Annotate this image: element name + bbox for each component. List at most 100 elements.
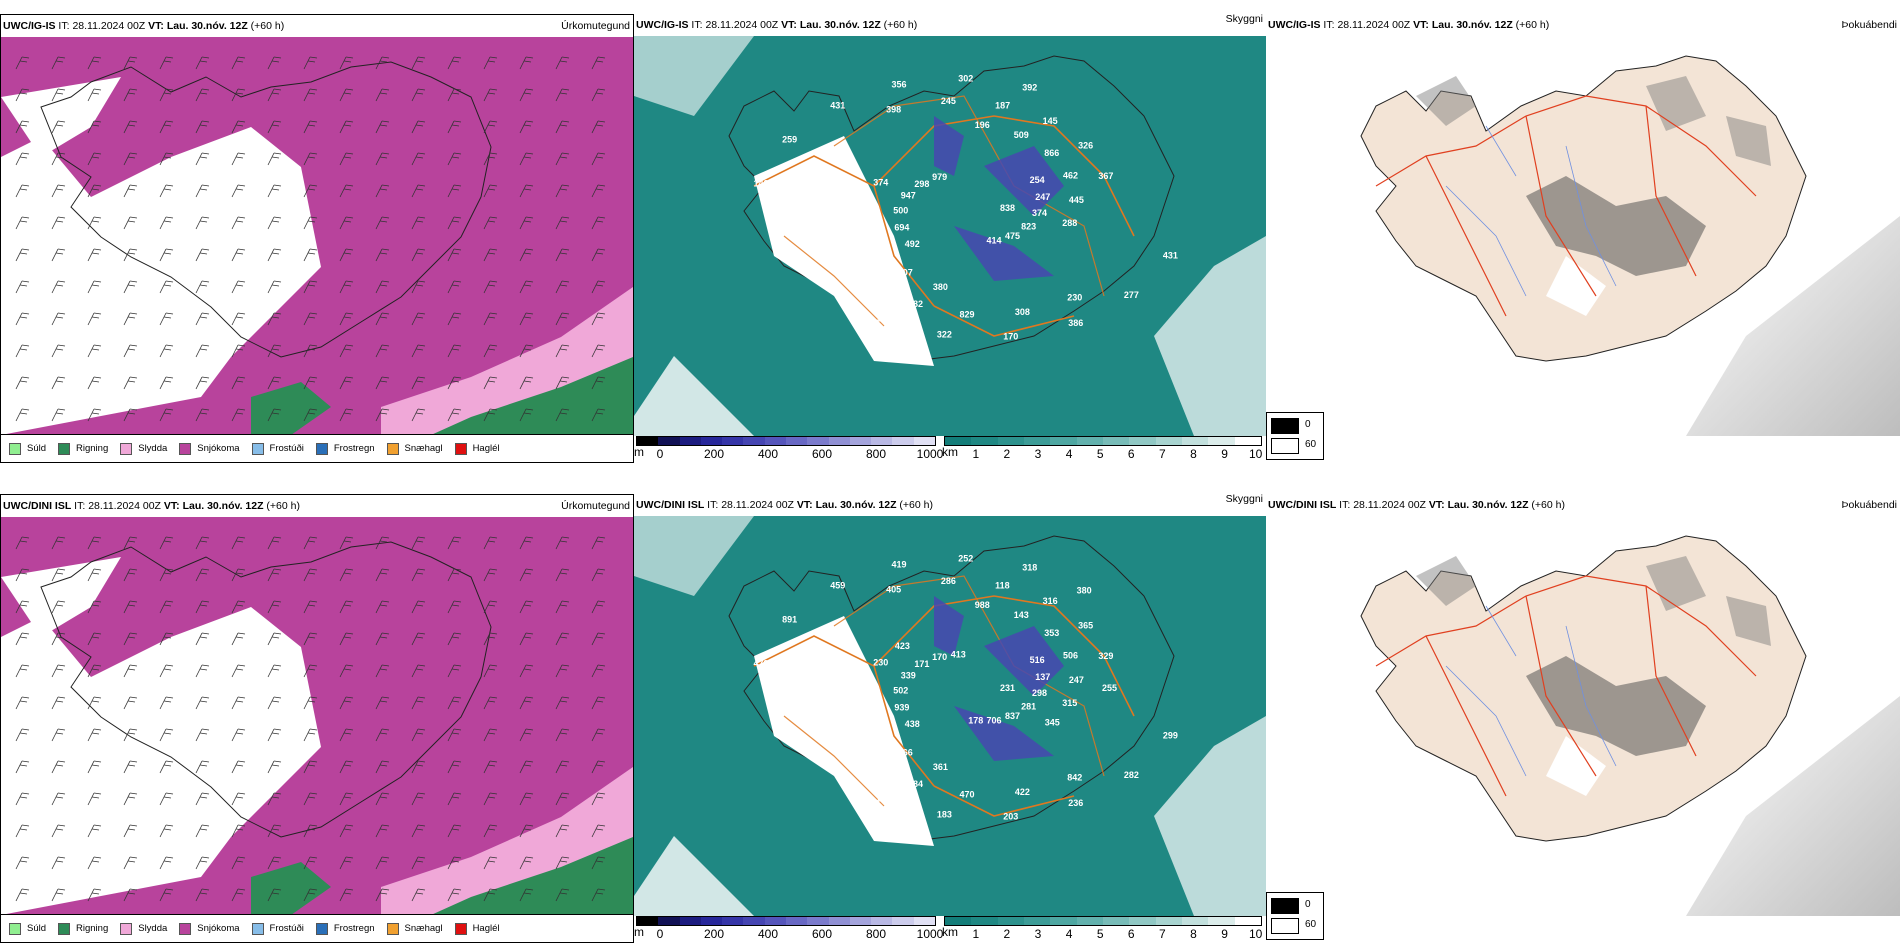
legend-swatch <box>315 922 328 935</box>
panel-title: Þokuábendi <box>1841 19 1897 31</box>
it-value: 28.11.2024 00Z <box>72 20 146 32</box>
scale-unit: m <box>634 925 644 939</box>
legend-swatch <box>315 442 328 455</box>
elevation-label: 380 <box>1077 585 1092 595</box>
precip-type-map <box>1 37 633 435</box>
scale-tick-label: 6 <box>1127 927 1135 941</box>
panel-title: Skyggni <box>1225 494 1263 505</box>
scale-tick-label: 7 <box>1159 447 1166 461</box>
cloud-swatch-min <box>1271 418 1299 434</box>
elevation-label: 259 <box>782 135 797 145</box>
scale-tick-label: 6 <box>1127 447 1135 461</box>
elevation-label: 431 <box>1163 250 1178 260</box>
elevation-label: 339 <box>901 671 916 681</box>
scale-color-step <box>722 437 744 445</box>
scale-color-step <box>892 437 914 445</box>
legend-item-4: Frostúði <box>251 442 304 455</box>
scale-tick-label: 800 <box>865 447 887 461</box>
model-name: UWC/DINI ISL <box>636 499 705 511</box>
legend-item-5: Frostregn <box>315 442 375 455</box>
legend-label: Rigning <box>76 443 109 454</box>
legend-label: Frostúði <box>269 443 304 454</box>
legend-item-6: Snæhagl <box>386 922 443 935</box>
scale-ticks: 1 2 3 4 5 6 7 8 9 10 <box>944 926 1262 941</box>
scale-tick-label: 3 <box>1034 927 1042 941</box>
elevation-label: 484 <box>908 779 923 789</box>
legend-swatch <box>179 922 192 935</box>
elevation-label: 462 <box>1063 171 1078 181</box>
scale-tick-label: 9 <box>1221 447 1228 461</box>
visibility-panel-top: UWC/IG-IS IT: 28.11.2024 00Z VT: Lau. 30… <box>634 14 1266 463</box>
scale-color-step <box>849 917 872 925</box>
cloud-min-label: 0 <box>1305 899 1311 910</box>
elevation-label: 891 <box>782 615 797 625</box>
elevation-scale: m 0 200 400 600 800 1000 <box>634 436 943 461</box>
scale-tick-label: 1000 <box>916 927 944 941</box>
elevation-label: 838 <box>1000 203 1015 213</box>
elevation-label: 182 <box>830 765 845 775</box>
elevation-label: 203 <box>1003 812 1018 822</box>
scale-color-step <box>1050 917 1077 925</box>
legend-label: Frostregn <box>333 443 375 454</box>
scale-color-step <box>971 917 998 925</box>
scale-color-step <box>945 917 972 925</box>
scale-color-step <box>945 437 972 445</box>
scale-color-step <box>700 437 723 445</box>
it-label: IT: <box>58 20 70 32</box>
visibility-scale: km 1 2 3 4 5 6 7 8 9 10 <box>942 916 1262 941</box>
scale-color-step <box>1155 437 1182 445</box>
elevation-label: 694 <box>894 223 909 233</box>
elevation-label: 171 <box>914 659 929 669</box>
precip-type-map <box>1 517 633 915</box>
elevation-label: 367 <box>1098 171 1113 181</box>
elevation-label: 230 <box>1067 292 1082 302</box>
legend-swatch <box>9 922 21 935</box>
legend-swatch <box>9 442 21 455</box>
legend-label: Haglél <box>472 443 500 454</box>
elevation-label: 431 <box>830 100 845 110</box>
cloud-max-label: 60 <box>1305 439 1317 450</box>
cloud-swatch-max <box>1271 438 1299 454</box>
scale-tick-label: 0 <box>656 447 664 461</box>
elevation-label: 988 <box>975 600 990 610</box>
elevation-label: 376 <box>866 759 881 769</box>
panel-title: Þokuábendi <box>1841 499 1897 511</box>
scale-color-step <box>849 437 872 445</box>
elevation-label: 374 <box>873 178 888 188</box>
elevation-label: 230 <box>873 658 888 668</box>
elevation-label: 475 <box>1005 231 1020 241</box>
elevation-label: 322 <box>937 330 952 340</box>
legend-swatch <box>251 442 264 455</box>
scale-color-step <box>743 917 765 925</box>
elevation-label: 365 <box>1078 621 1093 631</box>
legend-item-1: Rigning <box>58 922 108 935</box>
elevation-label: 145 <box>1043 116 1058 126</box>
elevation-label: 252 <box>958 554 973 564</box>
elevation-label: 947 <box>901 191 916 201</box>
vt-value: Lau. 30.nóv. 12Z <box>815 499 897 511</box>
cloud-indicator-map <box>1266 516 1900 916</box>
scale-color-step <box>1155 917 1182 925</box>
elevation-label: 419 <box>892 559 907 569</box>
scale-color-step <box>892 917 914 925</box>
elevation-label: 236 <box>1068 798 1083 808</box>
legend-label: Súld <box>27 923 47 934</box>
elevation-label: 386 <box>1068 318 1083 328</box>
scale-tick-label: 5 <box>1096 447 1104 461</box>
scale-color-step <box>743 437 765 445</box>
elevation-label: 413 <box>951 650 966 660</box>
elevation-label: 509 <box>1014 130 1029 140</box>
elevation-label: 254 <box>1030 175 1045 185</box>
lead-time: (+60 h) <box>899 499 933 511</box>
scale-color-step <box>722 917 744 925</box>
elevation-label: 459 <box>830 580 845 590</box>
legend-item-0: Súld <box>9 922 47 935</box>
scale-color-step <box>1076 437 1103 445</box>
vt-label: VT: <box>781 19 797 31</box>
scale-ticks: 1 2 3 4 5 6 7 8 9 10 <box>944 446 1262 461</box>
elevation-label: 255 <box>1102 683 1117 693</box>
cloud-max-label: 60 <box>1305 919 1317 930</box>
panel-header: UWC/IG-IS IT: 28.11.2024 00Z VT: Lau. 30… <box>1266 14 1900 36</box>
legend-label: Snæhagl <box>404 443 443 454</box>
cloud-swatch-max <box>1271 918 1299 934</box>
